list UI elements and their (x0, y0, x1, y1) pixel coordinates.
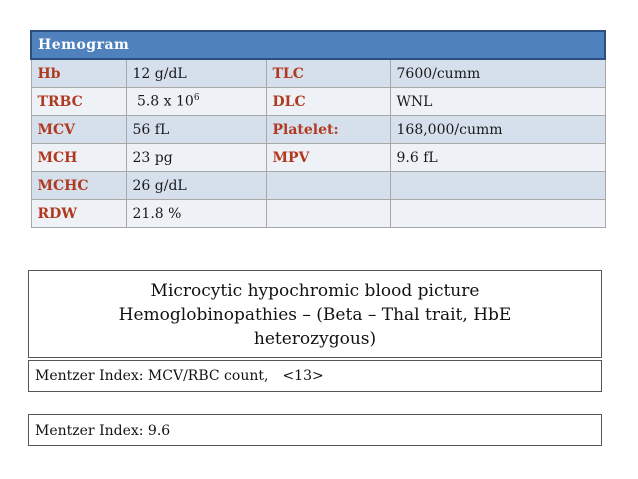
mentzer-value-text: Mentzer Index: 9.6 (35, 423, 171, 439)
table-row: RDW 21.8 % (30, 199, 606, 228)
rdw-value: 21.8 % (125, 199, 267, 228)
dlc-label: DLC (265, 87, 391, 116)
trbc-label: TRBC (30, 87, 127, 116)
mpv-value: 9.6 fL (389, 143, 606, 172)
mch-label: MCH (30, 143, 127, 172)
empty-cell (389, 199, 606, 228)
trbc-value-base: 5.8 x 10 (136, 93, 194, 110)
platelet-value: 168,000/cumm (389, 115, 606, 144)
table-row: MCHC 26 g/dL (30, 171, 606, 200)
hb-value: 12 g/dL (125, 58, 267, 88)
mpv-label: MPV (265, 143, 391, 172)
table-row: Hb 12 g/dL TLC 7600/cumm (30, 58, 606, 88)
mentzer-threshold: <13> (282, 368, 324, 384)
tlc-value: 7600/cumm (389, 58, 606, 88)
mcv-label: MCV (30, 115, 127, 144)
tlc-label: TLC (265, 58, 391, 88)
diagnosis-line-1: Microcytic hypochromic blood picture (150, 281, 480, 301)
rdw-label: RDW (30, 199, 127, 228)
hb-label: Hb (30, 58, 127, 88)
table-row: MCV 56 fL Platelet: 168,000/cumm (30, 115, 606, 144)
table-row: TRBC 5.8 x 106 DLC WNL (30, 87, 606, 116)
dlc-value: WNL (389, 87, 606, 116)
hemogram-title: Hemogram (29, 30, 607, 60)
mchc-value: 26 g/dL (125, 171, 267, 200)
empty-cell (389, 171, 606, 200)
trbc-value-exponent: 6 (193, 93, 200, 104)
diagnosis-line-2: Hemoglobinopathies – (Beta – Thal trait,… (118, 305, 512, 325)
diagnosis-line-3: heterozygous) (253, 329, 377, 349)
diagnosis-box: Microcytic hypochromic blood picture Hem… (28, 270, 602, 358)
hemogram-table: Hemogram Hb 12 g/dL TLC 7600/cumm TRBC 5… (29, 30, 607, 228)
mentzer-formula-box: Mentzer Index: MCV/RBC count, <13> (28, 360, 602, 392)
mentzer-formula-text: Mentzer Index: MCV/RBC count, (35, 368, 269, 384)
mentzer-value-box: Mentzer Index: 9.6 (28, 414, 602, 446)
platelet-label: Platelet: (265, 115, 391, 144)
mch-value: 23 pg (125, 143, 267, 172)
mcv-value: 56 fL (125, 115, 267, 144)
empty-cell (265, 199, 391, 228)
empty-cell (265, 171, 391, 200)
trbc-value: 5.8 x 106 (125, 87, 267, 116)
table-row: MCH 23 pg MPV 9.6 fL (30, 143, 606, 172)
mchc-label: MCHC (30, 171, 127, 200)
